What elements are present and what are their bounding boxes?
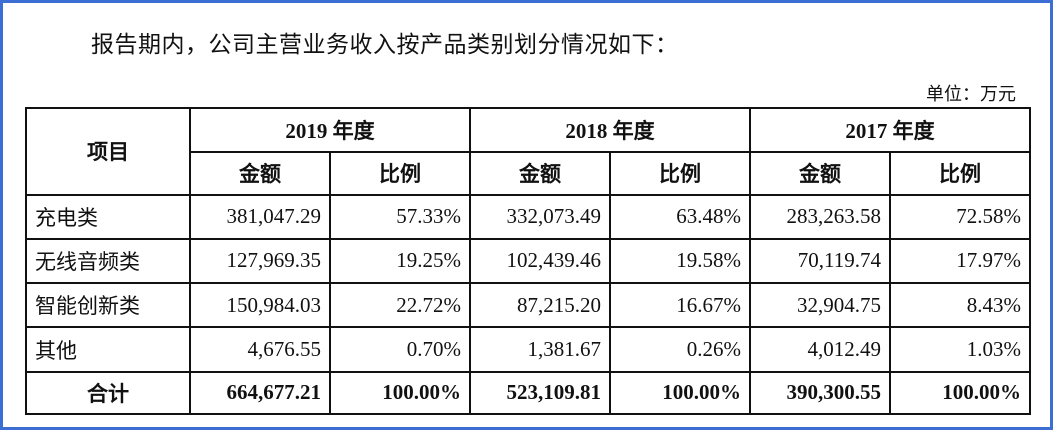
item-header: 项目 [25, 107, 191, 196]
amount-cell: 87,215.20 [469, 282, 611, 329]
ratio-cell: 19.58% [609, 237, 751, 285]
amount-cell: 4,676.55 [189, 326, 331, 373]
year-header-2017: 2017 年度 [749, 106, 1031, 154]
amount-cell: 32,904.75 [749, 282, 891, 329]
ratio-header: 比例 [609, 151, 751, 196]
ratio-cell: 22.72% [329, 282, 471, 329]
amount-cell: 70,119.74 [749, 237, 891, 285]
amount-header: 金额 [749, 151, 891, 196]
ratio-cell: 19.25% [329, 237, 471, 285]
ratio-cell: 57.33% [329, 193, 471, 240]
ratio-header: 比例 [329, 151, 471, 196]
amount-cell: 381,047.29 [189, 193, 331, 240]
intro-paragraph: 报告期内，公司主营业务收入按产品类别划分情况如下： [91, 32, 679, 58]
category-cell: 智能创新类 [25, 282, 191, 329]
amount-cell: 1,381.67 [469, 326, 611, 373]
amount-cell: 102,439.46 [469, 237, 611, 285]
table-row: 其他 4,676.55 0.70% 1,381.67 0.26% 4,012.4… [25, 326, 1031, 373]
ratio-header: 比例 [889, 151, 1031, 196]
header-row-subheaders: 金额 比例 金额 比例 金额 比例 [26, 151, 1031, 196]
amount-cell: 150,984.03 [189, 282, 331, 329]
table-row: 充电类 381,047.29 57.33% 332,073.49 63.48% … [25, 193, 1031, 240]
total-ratio-cell: 100.00% [329, 370, 471, 416]
total-row: 合计 664,677.21 100.00% 523,109.81 100.00%… [25, 370, 1031, 416]
unit-label: 单位：万元 [926, 84, 1016, 105]
total-ratio-cell: 100.00% [889, 370, 1031, 416]
ratio-cell: 63.48% [609, 193, 751, 240]
table-row: 无线音频类 127,969.35 19.25% 102,439.46 19.58… [25, 237, 1031, 285]
year-header-2019: 2019 年度 [189, 106, 471, 154]
year-header-2018: 2018 年度 [469, 106, 751, 154]
ratio-cell: 0.70% [329, 326, 471, 373]
category-cell: 无线音频类 [25, 237, 191, 285]
total-ratio-cell: 100.00% [609, 370, 751, 416]
ratio-cell: 1.03% [889, 326, 1031, 373]
total-label-cell: 合计 [25, 370, 191, 416]
header-row-years: 项目 2019 年度 2018 年度 2017 年度 [25, 106, 1031, 196]
total-amount-cell: 390,300.55 [749, 370, 891, 416]
amount-cell: 283,263.58 [749, 193, 891, 240]
amount-cell: 4,012.49 [749, 326, 891, 373]
ratio-cell: 17.97% [889, 237, 1031, 285]
amount-header: 金额 [189, 151, 331, 196]
amount-cell: 127,969.35 [189, 237, 331, 285]
total-amount-cell: 523,109.81 [469, 370, 611, 416]
revenue-by-product-table: 项目 2019 年度 2018 年度 2017 年度 金额 比例 金额 比例 金… [25, 106, 1031, 416]
amount-header: 金额 [469, 151, 611, 196]
amount-cell: 332,073.49 [469, 193, 611, 240]
table-row: 智能创新类 150,984.03 22.72% 87,215.20 16.67%… [25, 282, 1031, 329]
category-cell: 其他 [25, 326, 191, 373]
ratio-cell: 16.67% [609, 282, 751, 329]
ratio-cell: 8.43% [889, 282, 1031, 329]
category-cell: 充电类 [25, 193, 191, 240]
ratio-cell: 72.58% [889, 193, 1031, 240]
total-amount-cell: 664,677.21 [189, 370, 331, 416]
ratio-cell: 0.26% [609, 326, 751, 373]
